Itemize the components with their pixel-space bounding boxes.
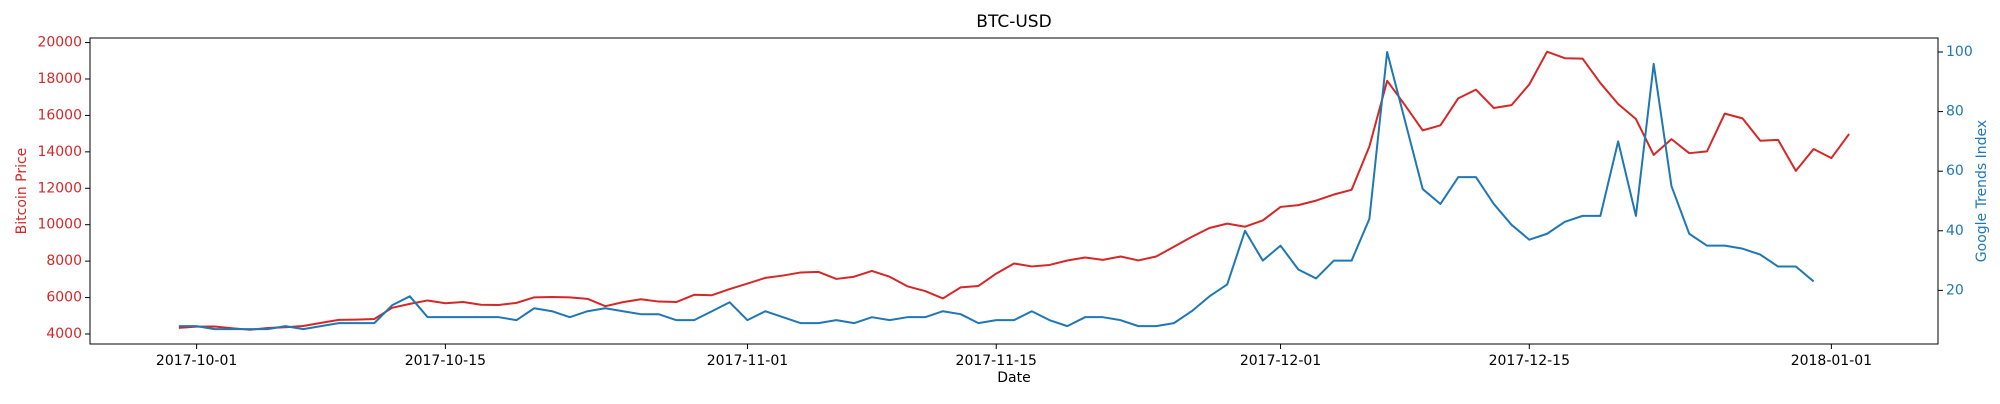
y2-axis-label: Google Trends Index — [1974, 120, 1990, 262]
y-tick-label: 16000 — [37, 107, 82, 123]
y-tick-label: 8000 — [46, 253, 82, 269]
y2-tick-label: 100 — [1946, 44, 1973, 60]
x-tick-label: 2017-12-01 — [1240, 353, 1321, 369]
x-tick-label: 2017-11-01 — [707, 353, 788, 369]
x-tick-label: 2018-01-01 — [1791, 353, 1872, 369]
y2-tick-label: 60 — [1946, 163, 1964, 179]
plot-frame — [89, 37, 1939, 345]
chart-title: BTC-USD — [976, 12, 1051, 32]
y-tick-label: 6000 — [46, 290, 82, 306]
y2-tick-label: 80 — [1946, 104, 1964, 120]
x-tick-label: 2017-10-15 — [405, 353, 486, 369]
x-tick-label: 2017-12-15 — [1489, 353, 1570, 369]
y2-tick-label: 20 — [1946, 282, 1964, 298]
series-line — [178, 50, 1850, 331]
series-line — [178, 51, 1815, 331]
y-tick-label: 10000 — [37, 217, 82, 233]
y-tick-label: 4000 — [46, 326, 82, 342]
y-axis-label: Bitcoin Price — [14, 148, 30, 235]
x-axis-label: Date — [997, 370, 1030, 386]
y-tick-label: 14000 — [37, 144, 82, 160]
y-tick-label: 18000 — [37, 71, 82, 87]
x-tick-label: 2017-10-01 — [156, 353, 237, 369]
x-tick-label: 2017-11-15 — [956, 353, 1037, 369]
y2-tick-label: 40 — [1946, 223, 1964, 239]
y-tick-label: 20000 — [37, 35, 82, 51]
y-tick-label: 12000 — [37, 180, 82, 196]
